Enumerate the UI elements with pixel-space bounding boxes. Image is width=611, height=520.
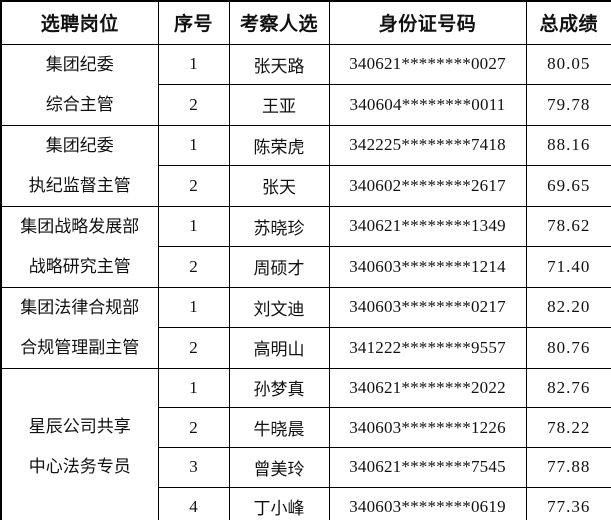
candidate-cell: 陈荣虎 (228, 124, 330, 166)
header-seq: 序号 (157, 0, 230, 45)
seq-cell: 2 (157, 407, 230, 448)
candidate-cell: 周硕才 (228, 246, 330, 288)
candidate-cell: 张天路 (228, 43, 330, 85)
table-body: 集团纪委 综合主管 1 张天路 340621********0027 80.05… (0, 43, 611, 520)
id-cell: 340621********2022 (328, 367, 527, 409)
position-cell: 集团法律合规部 合规管理副主管 (0, 286, 159, 369)
candidate-cell: 刘文迪 (228, 286, 330, 328)
id-cell: 340603********0619 (328, 486, 527, 520)
position-line: 中心法务专员 (28, 457, 131, 477)
header-score: 总成绩 (525, 0, 611, 45)
score-cell: 88.16 (525, 124, 611, 166)
position-line: 集团纪委 (45, 135, 114, 155)
seq-cell: 2 (157, 84, 230, 126)
table-row: 星辰公司共享 中心法务专员 1 孙梦真 340621********2022 8… (0, 367, 611, 520)
position-line: 集团战略发展部 (20, 216, 140, 236)
seq-cell: 2 (157, 327, 230, 369)
seq-cell: 4 (157, 486, 230, 520)
score-cell: 69.65 (525, 165, 611, 207)
position-cell: 集团战略发展部 战略研究主管 (0, 205, 159, 288)
seq-cell: 1 (157, 124, 230, 166)
candidate-cell: 王亚 (228, 84, 330, 126)
table-row: 集团法律合规部 合规管理副主管 1 刘文迪 340603********0217… (0, 286, 611, 369)
table-row: 集团纪委 综合主管 1 张天路 340621********0027 80.05 (0, 43, 611, 126)
header-row: 选聘岗位 序号 考察人选 身份证号码 总成绩 (0, 0, 611, 45)
score-cell: 80.76 (525, 327, 611, 369)
table-row: 2 张天 340602********2617 69.65 (1, 165, 611, 207)
position-line: 战略研究主管 (28, 256, 131, 276)
seq-cell: 3 (157, 446, 230, 488)
seq-cell: 1 (157, 205, 230, 247)
candidate-cell: 牛晓晨 (228, 407, 330, 448)
seq-cell: 1 (157, 286, 230, 328)
seq-cell: 2 (157, 246, 230, 288)
score-cell: 82.20 (525, 286, 611, 328)
header-candidate: 考察人选 (228, 0, 330, 45)
score-cell: 77.36 (525, 486, 611, 520)
id-cell: 340604********0011 (328, 84, 527, 126)
table-row: 集团战略发展部 战略研究主管 1 苏晓珍 340621********1349 … (0, 205, 611, 288)
seq-cell: 1 (157, 43, 230, 85)
header-position: 选聘岗位 (0, 0, 159, 45)
score-cell: 80.05 (525, 43, 611, 85)
position-line: 集团纪委 (45, 54, 114, 74)
id-cell: 342225********7418 (328, 124, 527, 166)
position-line: 综合主管 (45, 94, 114, 114)
table-row: 集团纪委 执纪监督主管 1 陈荣虎 342225********7418 88.… (0, 124, 611, 207)
id-cell: 340603********1226 (328, 407, 527, 448)
score-cell: 78.22 (525, 407, 611, 448)
position-cell: 集团纪委 执纪监督主管 (0, 124, 159, 207)
header-id-number: 身份证号码 (328, 0, 527, 45)
position-line: 星辰公司共享 (28, 417, 131, 437)
table-row: 2 王亚 340604********0011 79.78 (1, 84, 611, 126)
position-cell: 集团纪委 综合主管 (0, 43, 159, 126)
id-cell: 340603********0217 (328, 286, 527, 328)
id-cell: 340602********2617 (328, 165, 527, 207)
id-cell: 340603********1214 (328, 246, 527, 288)
candidate-cell: 高明山 (228, 327, 330, 369)
candidate-cell: 丁小峰 (228, 486, 330, 520)
id-cell: 340621********7545 (328, 446, 527, 488)
score-cell: 79.78 (525, 84, 611, 126)
seq-cell: 2 (157, 165, 230, 207)
position-line: 合规管理副主管 (20, 337, 140, 357)
candidate-cell: 孙梦真 (228, 367, 330, 409)
seq-cell: 1 (157, 367, 230, 409)
position-line: 执纪监督主管 (28, 175, 131, 195)
score-cell: 78.62 (525, 205, 611, 247)
score-cell: 71.40 (525, 246, 611, 288)
position-line: 集团法律合规部 (20, 297, 140, 317)
candidate-cell: 曾美玲 (228, 446, 330, 488)
id-cell: 341222********9557 (328, 327, 527, 369)
table-header: 选聘岗位 序号 考察人选 身份证号码 总成绩 (0, 0, 611, 45)
table-row: 2 高明山 341222********9557 80.76 (1, 327, 611, 369)
id-cell: 340621********1349 (328, 205, 527, 247)
position-cell: 星辰公司共享 中心法务专员 (0, 367, 159, 520)
candidate-cell: 苏晓珍 (228, 205, 330, 247)
id-cell: 340621********0027 (328, 43, 527, 85)
table-row: 4 丁小峰 340603********0619 77.36 (1, 486, 611, 520)
table-row: 2 周硕才 340603********1214 71.40 (1, 246, 611, 288)
candidate-cell: 张天 (228, 165, 330, 207)
score-cell: 77.88 (525, 446, 611, 488)
score-cell: 82.76 (525, 367, 611, 409)
